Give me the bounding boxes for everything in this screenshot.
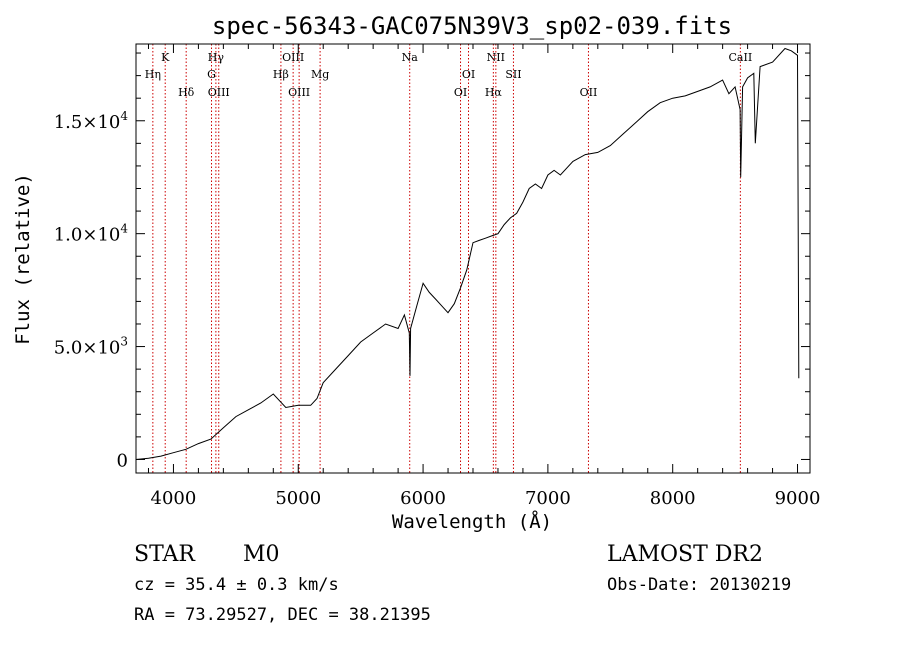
x-tick-label: 5000 (275, 488, 321, 509)
survey-name: LAMOST DR2 (607, 542, 763, 567)
spectral-line-label: CaII (729, 51, 753, 64)
object-subclass: M0 (243, 542, 280, 567)
x-axis-label: Wavelength (Å) (392, 510, 552, 533)
spectral-line-label: Hδ (178, 86, 195, 99)
spectral-line-label: NII (487, 51, 505, 64)
spectral-line-label: G (207, 68, 216, 81)
chart-title: spec-56343-GAC075N39V3_sp02-039.fits (212, 12, 732, 40)
x-tick-label: 9000 (775, 488, 821, 509)
spectral-line-label: Na (402, 51, 419, 64)
y-tick-label: 0 (117, 450, 128, 471)
spectrum-line (135, 47, 800, 460)
y-tick-label: 1.5×104 (54, 109, 129, 133)
x-tick-label: 4000 (151, 488, 197, 509)
spectral-line-label: OIII (282, 51, 304, 64)
y-tick-label: 5.0×103 (54, 335, 128, 359)
x-tick-label: 8000 (650, 488, 696, 509)
spectral-line-label: OIII (288, 86, 310, 99)
spectral-line-label: OI (462, 68, 475, 81)
obs-date: Obs-Date: 20130219 (607, 575, 791, 595)
spectral-line-label: Mg (311, 68, 329, 81)
redshift-cz: cz = 35.4 ± 0.3 km/s (134, 575, 339, 595)
axis-ticks: 4000 5000 6000 7000 8000 9000 0 5.0×103 1.0×104 1… (54, 44, 821, 509)
ra-dec: RA = 73.29527, DEC = 38.21395 (134, 605, 431, 625)
x-tick-label: 7000 (525, 488, 571, 509)
spectral-line-markers: HηKHδHγGOIIIOIIIHβOIIIMgNaOIOINIIHαSIIOI… (145, 44, 752, 473)
x-tick-label: 6000 (400, 488, 446, 509)
plot-frame (135, 43, 811, 474)
spectral-line-label: K (161, 51, 170, 64)
spectral-line-label: Hγ (208, 51, 225, 64)
spectral-line-label: Hα (485, 86, 503, 99)
spectral-line-label: Hη (145, 68, 161, 81)
spectral-line-label: Hβ (273, 68, 289, 81)
y-axis-label: Flux (relative) (12, 173, 34, 345)
spectral-line-label: OIII (208, 86, 230, 99)
spectral-line-label: SII (505, 68, 521, 81)
spectral-line-label: OI (454, 86, 467, 99)
object-type: STAR (134, 542, 196, 567)
spectral-line-label: OII (580, 86, 598, 99)
y-tick-label: 1.0×104 (54, 222, 129, 246)
